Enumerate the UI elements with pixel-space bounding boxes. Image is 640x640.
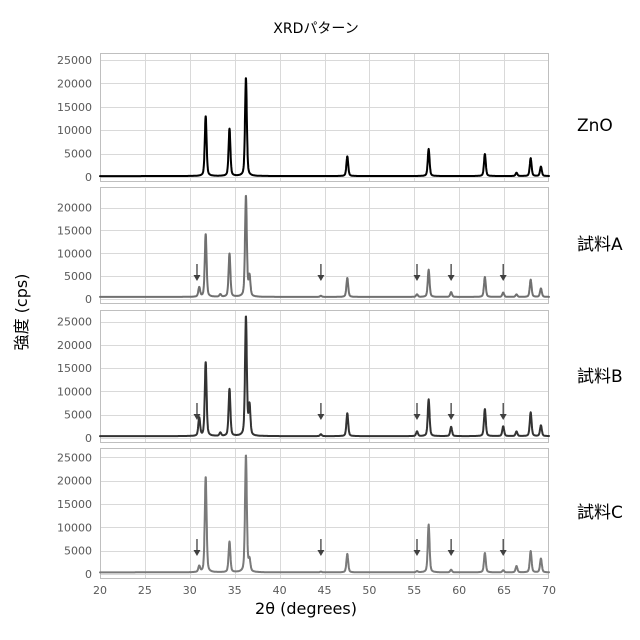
- y-tick-label: 25000: [57, 54, 92, 67]
- y-axis-label: 強度 (cps): [12, 274, 31, 351]
- y-tick-label: 15000: [57, 101, 92, 114]
- x-tick-label: 55: [407, 584, 421, 597]
- series-label-sample-a: 試料A: [577, 235, 623, 255]
- x-axis-label: 2θ (degrees): [255, 599, 357, 618]
- y-tick-label: 20000: [57, 475, 92, 488]
- x-tick-label: 20: [93, 584, 107, 597]
- x-tick-label: 60: [452, 584, 466, 597]
- y-tick-label: 15000: [57, 498, 92, 511]
- chart-title: XRDパターン: [273, 21, 358, 37]
- y-tick-label: 20000: [57, 77, 92, 90]
- series-label-sample-c: 試料C: [577, 503, 623, 523]
- x-tick-label: 45: [318, 584, 332, 597]
- y-tick-label: 10000: [57, 247, 92, 260]
- y-tick-label: 5000: [64, 545, 92, 558]
- y-tick-label: 20000: [57, 202, 92, 215]
- x-tick-label: 50: [362, 584, 376, 597]
- x-tick-label: 35: [228, 584, 242, 597]
- y-tick-label: 20000: [57, 339, 92, 352]
- x-tick-label: 65: [497, 584, 511, 597]
- y-tick-label: 25000: [57, 316, 92, 329]
- y-tick-label: 15000: [57, 224, 92, 237]
- x-tick-label: 70: [542, 584, 556, 597]
- y-tick-label: 0: [85, 171, 92, 184]
- y-tick-label: 10000: [57, 386, 92, 399]
- x-tick-label: 30: [183, 584, 197, 597]
- y-tick-label: 0: [85, 568, 92, 581]
- y-tick-label: 5000: [64, 270, 92, 283]
- y-tick-label: 0: [85, 432, 92, 445]
- x-tick-label: 40: [273, 584, 287, 597]
- x-tick-label: 25: [138, 584, 152, 597]
- series-label-zno: ZnO: [577, 116, 613, 136]
- y-tick-label: 0: [85, 293, 92, 306]
- y-tick-label: 10000: [57, 521, 92, 534]
- y-tick-label: 10000: [57, 124, 92, 137]
- y-tick-label: 5000: [64, 148, 92, 161]
- y-tick-label: 5000: [64, 409, 92, 422]
- y-tick-label: 25000: [57, 451, 92, 464]
- series-label-sample-b: 試料B: [577, 367, 623, 387]
- y-tick-label: 15000: [57, 362, 92, 375]
